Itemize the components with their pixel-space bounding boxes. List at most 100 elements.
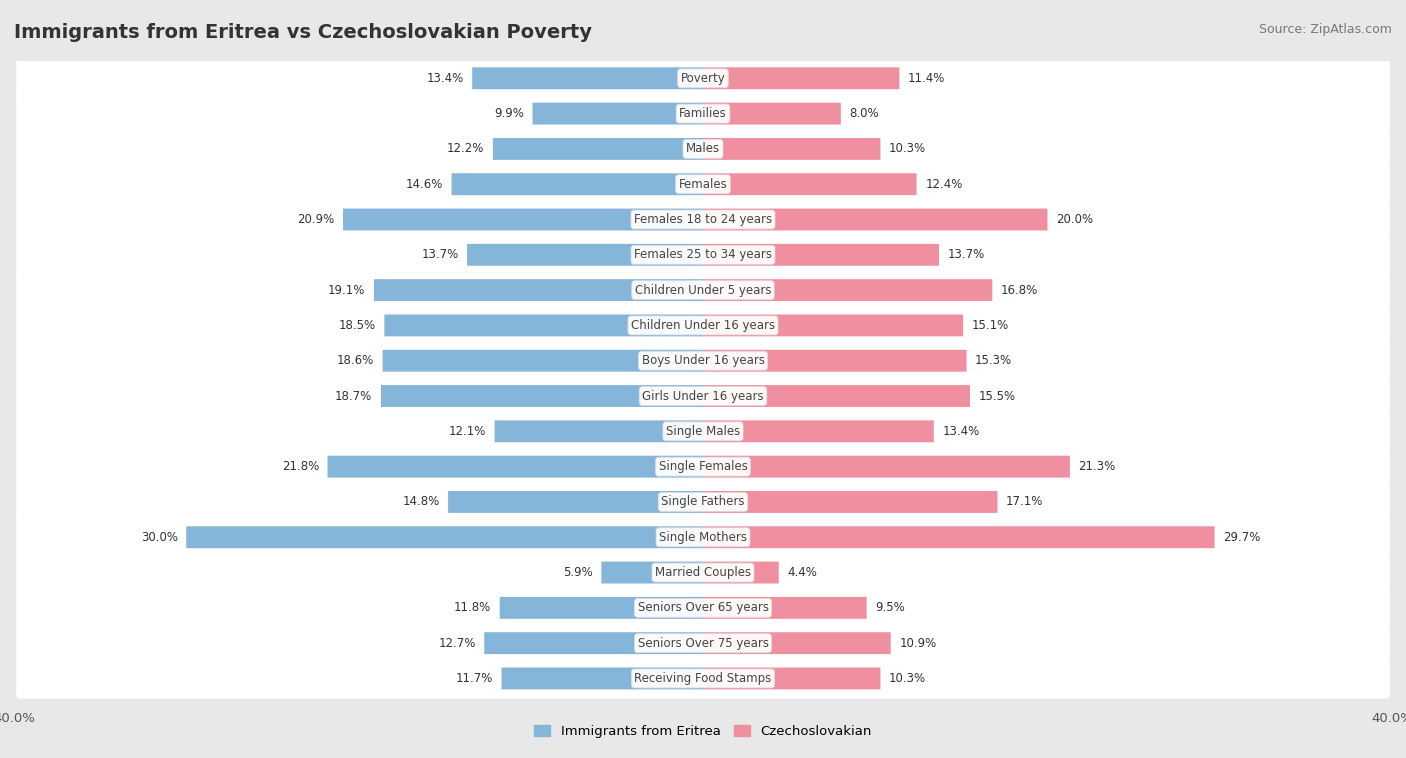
Text: 10.9%: 10.9% [900,637,936,650]
FancyBboxPatch shape [484,632,703,654]
Text: 14.8%: 14.8% [402,496,440,509]
FancyBboxPatch shape [449,491,703,513]
Text: 18.7%: 18.7% [335,390,373,402]
FancyBboxPatch shape [703,491,997,513]
FancyBboxPatch shape [15,553,1391,593]
Text: Poverty: Poverty [681,72,725,85]
Text: 13.7%: 13.7% [422,249,458,262]
Text: 9.5%: 9.5% [875,601,905,614]
FancyBboxPatch shape [703,668,880,690]
Text: 8.0%: 8.0% [849,107,879,120]
Text: Married Couples: Married Couples [655,566,751,579]
FancyBboxPatch shape [533,102,703,124]
FancyBboxPatch shape [494,138,703,160]
FancyBboxPatch shape [703,102,841,124]
FancyBboxPatch shape [703,208,1047,230]
FancyBboxPatch shape [499,597,703,619]
Text: 29.7%: 29.7% [1223,531,1261,543]
FancyBboxPatch shape [15,587,1391,628]
Text: 30.0%: 30.0% [141,531,177,543]
Text: Boys Under 16 years: Boys Under 16 years [641,354,765,367]
FancyBboxPatch shape [703,174,917,195]
FancyBboxPatch shape [328,456,703,478]
FancyBboxPatch shape [703,315,963,337]
FancyBboxPatch shape [343,208,703,230]
Legend: Immigrants from Eritrea, Czechoslovakian: Immigrants from Eritrea, Czechoslovakian [529,720,877,744]
FancyBboxPatch shape [502,668,703,690]
FancyBboxPatch shape [381,385,703,407]
FancyBboxPatch shape [602,562,703,584]
FancyBboxPatch shape [15,659,1391,699]
Text: Seniors Over 75 years: Seniors Over 75 years [637,637,769,650]
Text: 12.1%: 12.1% [449,424,486,438]
FancyBboxPatch shape [15,340,1391,381]
FancyBboxPatch shape [374,279,703,301]
Text: Single Males: Single Males [666,424,740,438]
FancyBboxPatch shape [384,315,703,337]
Text: 13.4%: 13.4% [942,424,980,438]
FancyBboxPatch shape [703,421,934,442]
Text: Source: ZipAtlas.com: Source: ZipAtlas.com [1258,23,1392,36]
Text: Immigrants from Eritrea vs Czechoslovakian Poverty: Immigrants from Eritrea vs Czechoslovaki… [14,23,592,42]
Text: 14.6%: 14.6% [405,177,443,191]
Text: 9.9%: 9.9% [494,107,524,120]
Text: Single Females: Single Females [658,460,748,473]
Text: 16.8%: 16.8% [1001,283,1038,296]
Text: 18.5%: 18.5% [339,319,375,332]
Text: 21.8%: 21.8% [281,460,319,473]
Text: Girls Under 16 years: Girls Under 16 years [643,390,763,402]
Text: Females 25 to 34 years: Females 25 to 34 years [634,249,772,262]
FancyBboxPatch shape [15,93,1391,133]
FancyBboxPatch shape [472,67,703,89]
FancyBboxPatch shape [186,526,703,548]
FancyBboxPatch shape [703,597,866,619]
Text: 12.4%: 12.4% [925,177,963,191]
Text: 17.1%: 17.1% [1007,496,1043,509]
FancyBboxPatch shape [15,623,1391,663]
Text: 18.6%: 18.6% [337,354,374,367]
FancyBboxPatch shape [15,58,1391,99]
Text: 11.7%: 11.7% [456,672,494,685]
Text: 15.5%: 15.5% [979,390,1015,402]
FancyBboxPatch shape [703,526,1215,548]
FancyBboxPatch shape [15,199,1391,240]
Text: Single Fathers: Single Fathers [661,496,745,509]
FancyBboxPatch shape [703,632,891,654]
FancyBboxPatch shape [15,235,1391,275]
Text: 13.4%: 13.4% [426,72,464,85]
Text: Single Mothers: Single Mothers [659,531,747,543]
FancyBboxPatch shape [703,244,939,266]
FancyBboxPatch shape [15,482,1391,522]
Text: Families: Families [679,107,727,120]
Text: Children Under 5 years: Children Under 5 years [634,283,772,296]
Text: 5.9%: 5.9% [562,566,593,579]
Text: Females 18 to 24 years: Females 18 to 24 years [634,213,772,226]
FancyBboxPatch shape [703,456,1070,478]
Text: 19.1%: 19.1% [328,283,366,296]
FancyBboxPatch shape [15,411,1391,452]
Text: Receiving Food Stamps: Receiving Food Stamps [634,672,772,685]
FancyBboxPatch shape [703,279,993,301]
Text: 10.3%: 10.3% [889,672,927,685]
FancyBboxPatch shape [703,562,779,584]
Text: 15.3%: 15.3% [976,354,1012,367]
Text: 12.7%: 12.7% [439,637,475,650]
FancyBboxPatch shape [451,174,703,195]
FancyBboxPatch shape [703,67,900,89]
Text: 4.4%: 4.4% [787,566,817,579]
Text: 11.4%: 11.4% [908,72,945,85]
Text: 13.7%: 13.7% [948,249,984,262]
Text: 12.2%: 12.2% [447,143,484,155]
Text: 20.9%: 20.9% [297,213,335,226]
Text: 15.1%: 15.1% [972,319,1010,332]
FancyBboxPatch shape [15,305,1391,346]
FancyBboxPatch shape [15,376,1391,416]
Text: 21.3%: 21.3% [1078,460,1116,473]
FancyBboxPatch shape [382,349,703,371]
FancyBboxPatch shape [15,446,1391,487]
FancyBboxPatch shape [15,270,1391,310]
Text: Females: Females [679,177,727,191]
Text: 10.3%: 10.3% [889,143,927,155]
FancyBboxPatch shape [15,517,1391,557]
Text: Children Under 16 years: Children Under 16 years [631,319,775,332]
